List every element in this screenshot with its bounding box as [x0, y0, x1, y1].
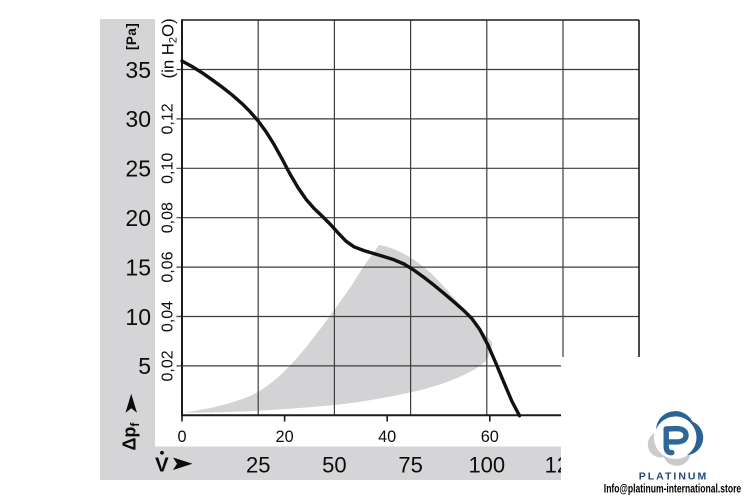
- svg-text:20: 20: [125, 205, 151, 231]
- svg-text:5: 5: [138, 353, 151, 379]
- svg-text:30: 30: [125, 106, 151, 132]
- svg-text:0,04: 0,04: [160, 301, 177, 332]
- svg-text:(in H2O): (in H2O): [159, 18, 180, 78]
- svg-text:0,02: 0,02: [160, 350, 177, 381]
- svg-text:100: 100: [468, 452, 505, 477]
- svg-text:50: 50: [322, 452, 346, 477]
- svg-text:Δpf: Δpf: [119, 422, 142, 451]
- svg-text:20: 20: [276, 428, 294, 446]
- svg-text:10: 10: [125, 304, 151, 330]
- svg-text:0,06: 0,06: [160, 251, 177, 282]
- svg-text:[Pa]: [Pa]: [124, 23, 139, 50]
- svg-text:0: 0: [177, 428, 186, 446]
- svg-text:60: 60: [481, 428, 499, 446]
- svg-text:15: 15: [125, 254, 151, 280]
- svg-text:Info@platinum-international.st: Info@platinum-international.store: [604, 483, 742, 496]
- svg-text:0,12: 0,12: [160, 103, 177, 134]
- svg-text:40: 40: [378, 428, 396, 446]
- svg-text:0,10: 0,10: [160, 153, 177, 184]
- svg-text:25: 25: [125, 156, 151, 182]
- svg-text:V: V: [155, 454, 169, 477]
- svg-text:75: 75: [398, 452, 422, 477]
- svg-text:35: 35: [125, 57, 151, 83]
- svg-text:25: 25: [246, 452, 270, 477]
- svg-text:PLATINUM: PLATINUM: [639, 471, 708, 483]
- svg-text:0,08: 0,08: [160, 202, 177, 233]
